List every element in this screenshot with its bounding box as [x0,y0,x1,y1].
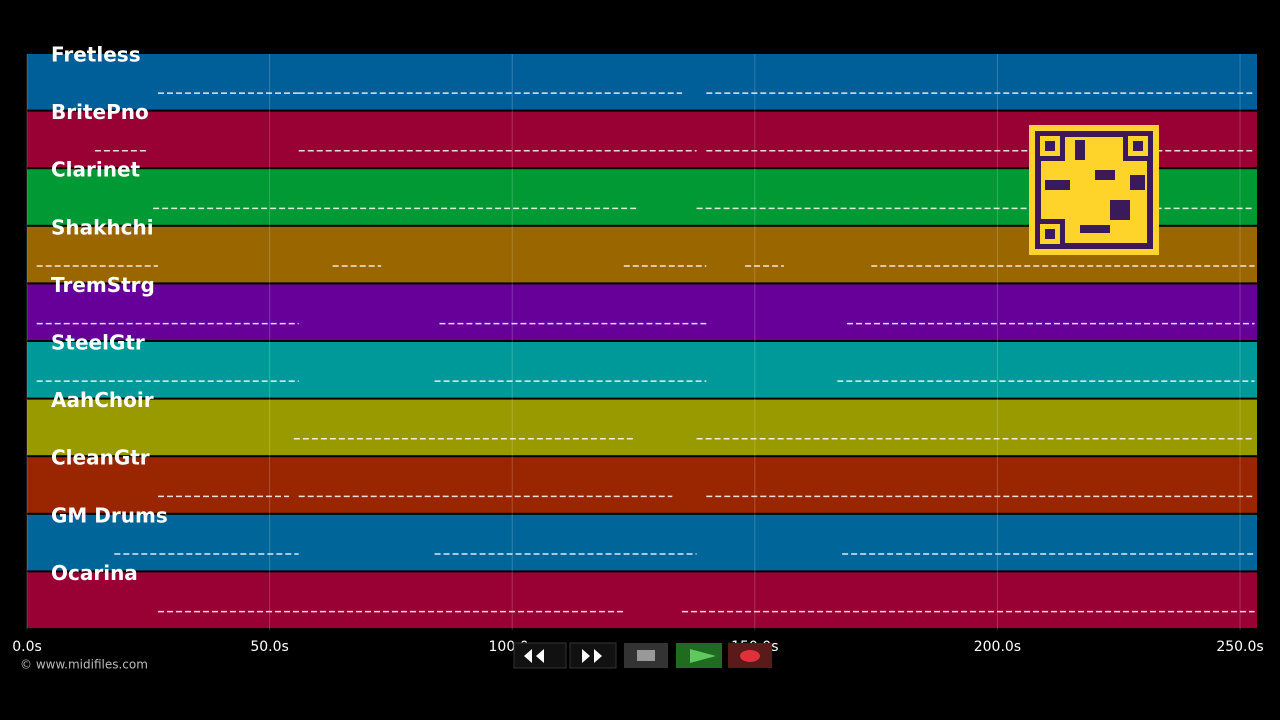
track-name: AahChoir [51,388,154,412]
stop-icon [637,650,655,661]
record-icon [740,650,760,662]
x-tick-label: 0.0s [12,639,42,655]
rewind-icon [524,649,544,663]
fast-forward-button[interactable] [569,642,617,669]
grid [26,54,1241,630]
credit: © www.midifiles.com [20,658,148,672]
play-icon [690,649,716,663]
track-name: Shakhchi [51,215,154,239]
track-name: TremStrg [51,273,155,297]
track-name: CleanGtr [51,446,150,470]
labels: Fretless BritePno Clarinet Shakhchi TremStrg… [12,43,1263,656]
qr-code [1029,125,1159,255]
track-name: Clarinet [51,158,141,182]
track-band [27,399,1257,456]
fast-forward-icon [582,649,602,663]
track-band [27,342,1257,398]
transport-controls [513,642,772,669]
x-tick-label: 50.0s [250,639,288,655]
x-tick-label: 250.0s [1216,639,1263,655]
track-band [27,54,1257,110]
track-band [27,572,1257,628]
notes [36,92,1255,613]
track-band [27,514,1257,571]
track-name: BritePno [51,100,149,124]
track-band [27,284,1257,340]
track-band [27,457,1257,513]
track-name: GM Drums [51,503,168,527]
track-name: SteelGtr [51,331,145,355]
track-name: Ocarina [51,561,138,585]
x-tick-label: 200.0s [974,639,1021,655]
track-name: Fretless [51,43,141,67]
